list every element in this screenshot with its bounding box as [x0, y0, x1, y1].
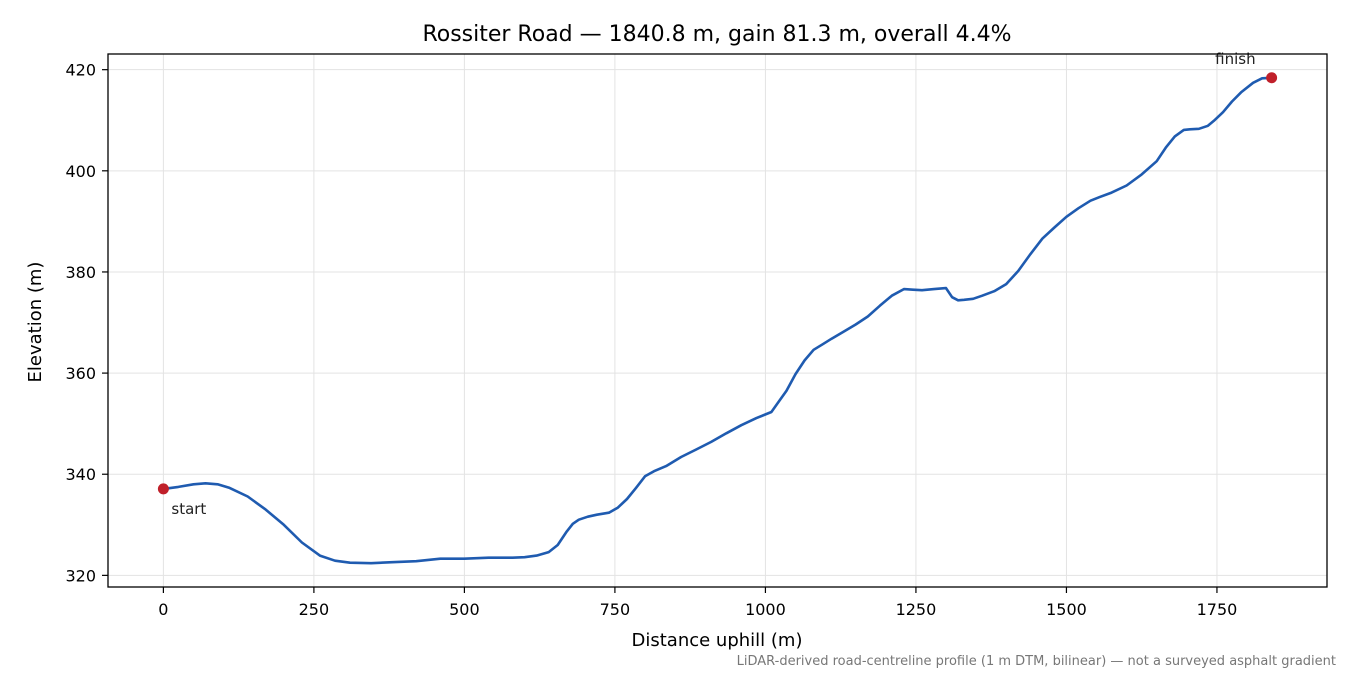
grid-lines [108, 54, 1327, 587]
x-tick-label: 0 [158, 600, 168, 619]
y-tick-label: 340 [65, 465, 96, 484]
chart-footnote: LiDAR-derived road-centreline profile (1… [737, 654, 1336, 669]
y-tick-label: 360 [65, 364, 96, 383]
axis-ticks: 0 250 500 750 1000 1250 1500 1750 320 340 360 380 40… [65, 61, 1237, 619]
y-tick-label: 320 [65, 566, 96, 585]
x-tick-label: 500 [449, 600, 480, 619]
elevation-profile-line [162, 76, 1273, 565]
x-tick-label: 750 [600, 600, 631, 619]
y-tick-label: 380 [65, 263, 96, 282]
finish-label: finish [1215, 50, 1255, 68]
x-tick-label: 1500 [1046, 600, 1087, 619]
y-axis-label: Elevation (m) [25, 262, 46, 383]
plot-frame [107, 53, 1328, 588]
x-axis-label: Distance uphill (m) [632, 630, 803, 651]
y-tick-label: 400 [65, 162, 96, 181]
finish-marker [1266, 72, 1278, 84]
start-marker [157, 483, 169, 495]
x-tick-label: 1750 [1197, 600, 1238, 619]
plot-data: start finish [157, 50, 1278, 565]
start-label: start [171, 500, 206, 518]
x-tick-label: 250 [299, 600, 330, 619]
x-tick-label: 1000 [745, 600, 786, 619]
y-tick-label: 420 [65, 61, 96, 80]
chart-title: Rossiter Road — 1840.8 m, gain 81.3 m, o… [422, 22, 1011, 47]
x-tick-label: 1250 [896, 600, 937, 619]
